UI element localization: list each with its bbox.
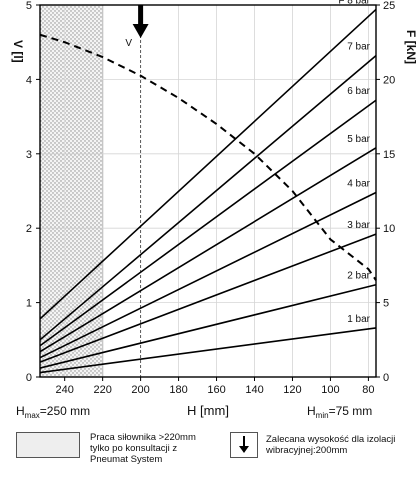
force-line-7-bar	[39, 54, 377, 341]
y-right-tick-label: 10	[383, 223, 395, 235]
recommended-arrow-shaft	[138, 5, 144, 25]
force-label-5-bar: 5 bar	[347, 134, 370, 145]
force-line-4-bar	[39, 191, 377, 359]
legend-hatch-line-1: Praca siłownika >220mm	[90, 432, 196, 443]
y-right-axis-title: F [kN]	[404, 30, 418, 64]
force-label-7-bar: 7 bar	[347, 42, 370, 53]
x-tick-label: 160	[207, 384, 225, 396]
y-right-tick-label: 25	[383, 0, 395, 12]
x-axis-title: H [mm]	[187, 403, 229, 418]
y-left-axis-title: V [l]	[11, 40, 25, 63]
force-label-2-bar: 2 bar	[347, 271, 370, 282]
legend-hatch-line-2: tylko po konsultacji z	[90, 443, 178, 454]
hatched-region-layer	[40, 5, 104, 377]
force-line-8-bar	[39, 8, 377, 320]
y-left-tick-label: 5	[26, 0, 32, 12]
x-tick-label: 140	[245, 384, 263, 396]
y-left-tick-label: 1	[26, 298, 32, 310]
y-right-tick-label: 20	[383, 74, 395, 86]
x-tick-label: 240	[55, 384, 73, 396]
frame-layer	[39, 4, 377, 378]
force-line-6-bar	[39, 99, 377, 347]
force-line-2-bar	[39, 283, 377, 369]
force-label-4-bar: 4 bar	[347, 178, 370, 189]
force-line-5-bar	[39, 147, 377, 353]
labels-layer: 1 bar 2 bar 3 bar 4 bar 5 bar 6 bar 7 bar F 8 b…	[11, 0, 418, 420]
ticks-layer: 0 1 2 3 4 5 0 5 10 15 20 25 240 220 200 180 160 140 120 100…	[26, 0, 395, 396]
recommended-arrow-head	[132, 24, 149, 38]
legend-arrow-line-1: Zalecana wysokość dla izolacji	[266, 434, 396, 445]
x-tick-label: 120	[283, 384, 301, 396]
legend-hatch-text: Praca siłownika >220mm tylko po konsulta…	[90, 432, 196, 465]
force-line-1-bar	[39, 327, 377, 374]
y-right-tick-label: 15	[383, 149, 395, 161]
plot-frame	[39, 4, 377, 378]
x-tick-label: 180	[169, 384, 187, 396]
volume-line	[39, 33, 377, 281]
hmin-annotation: Hmin=75 mm	[307, 404, 372, 420]
force-label-8-bar: F 8 bar	[338, 0, 370, 6]
series-layer	[39, 8, 377, 374]
legend-arrow-text: Zalecana wysokość dla izolacji wibracyjn…	[266, 434, 395, 456]
x-tick-label: 80	[362, 384, 374, 396]
legend-hatch-line-3: Pneumat System	[90, 454, 163, 465]
y-right-tick-label: 5	[383, 298, 389, 310]
legend-hatch-swatch	[16, 432, 80, 458]
x-tick-label: 100	[321, 384, 339, 396]
legend-arrow-swatch	[230, 432, 258, 458]
force-label-1-bar: 1 bar	[347, 314, 370, 325]
y-left-tick-label: 4	[26, 74, 32, 86]
volume-label: V	[125, 38, 132, 49]
y-left-tick-label: 2	[26, 223, 32, 235]
hmax-annotation: Hmax=250 mm	[16, 404, 90, 420]
force-line-3-bar	[39, 233, 377, 363]
y-left-tick-label: 0	[26, 372, 32, 384]
force-label-3-bar: 3 bar	[347, 220, 370, 231]
x-tick-label: 220	[93, 384, 111, 396]
legend-arrow-icon	[239, 436, 249, 453]
force-label-6-bar: 6 bar	[347, 86, 370, 97]
legend-arrow-line-2: wibracyjnej:200mm	[266, 445, 348, 456]
y-right-tick-label: 0	[383, 372, 389, 384]
hatched-region	[40, 5, 103, 377]
y-left-tick-label: 3	[26, 149, 32, 161]
x-tick-label: 200	[131, 384, 149, 396]
